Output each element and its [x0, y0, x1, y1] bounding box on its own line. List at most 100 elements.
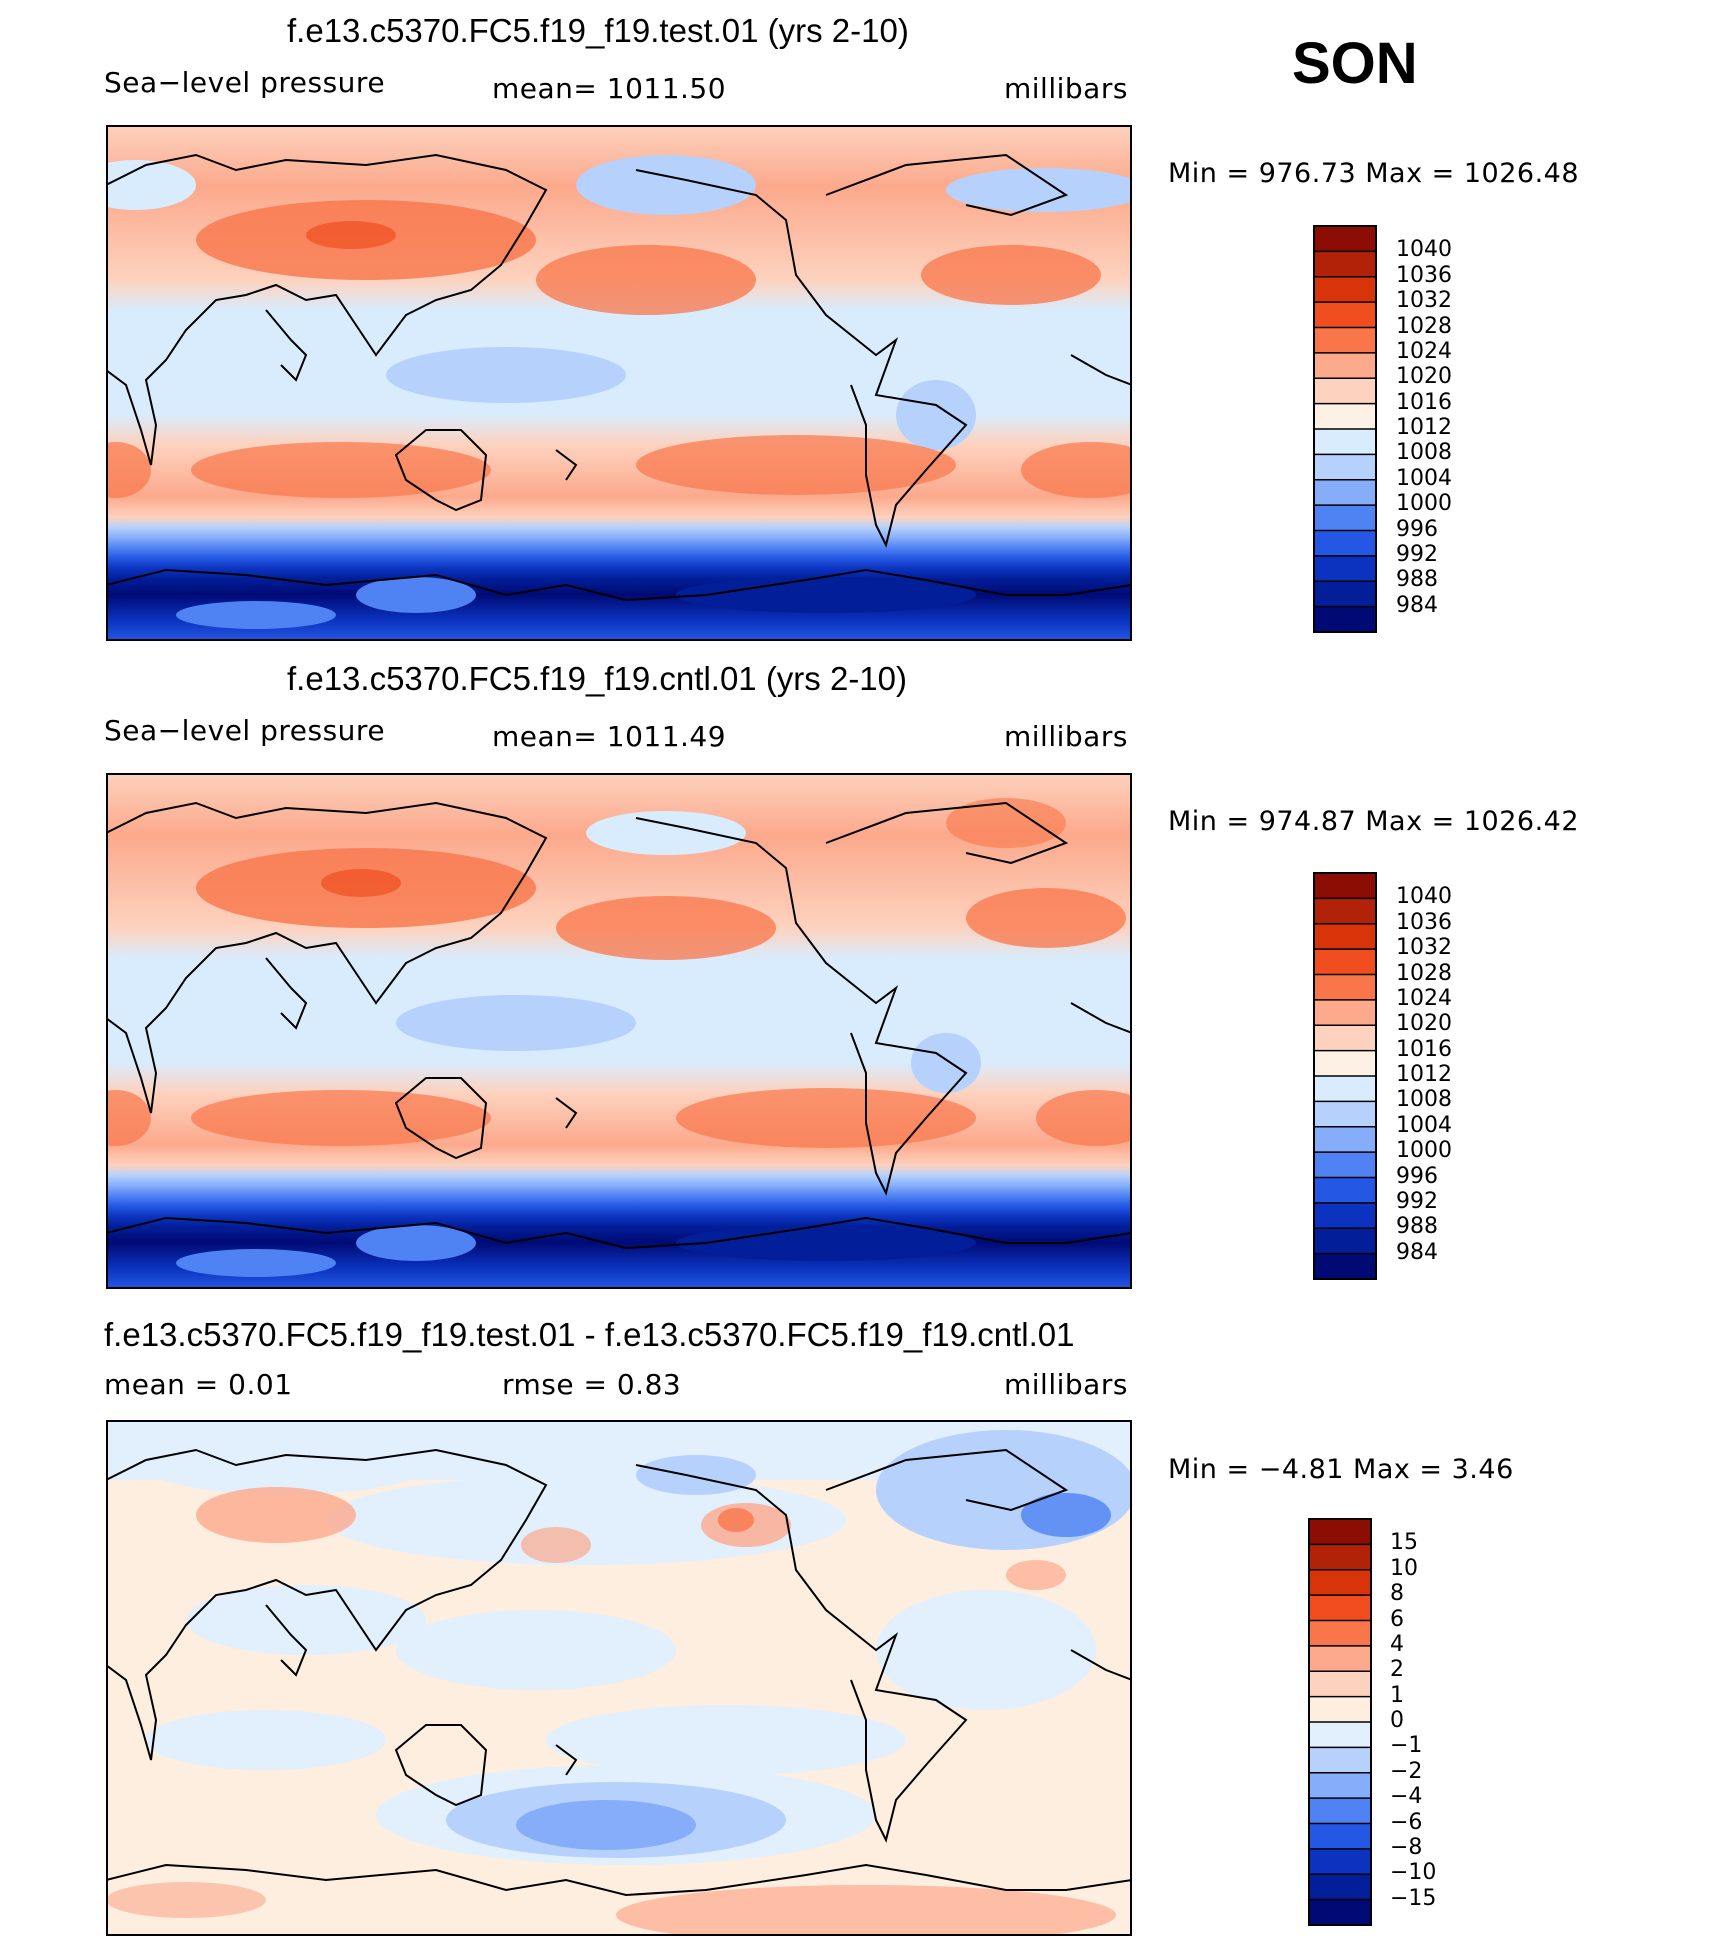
colorbar-swatch	[1314, 1126, 1376, 1153]
colorbar-swatch	[1314, 581, 1376, 608]
colorbar-swatch	[1309, 1747, 1371, 1774]
minmax-label: Min = 974.87 Max = 1026.42	[1168, 806, 1580, 837]
colorbar-swatch	[1309, 1620, 1371, 1647]
colorbar-tick-label: 15	[1390, 1530, 1418, 1556]
panel-title: f.e13.c5370.FC5.f19_f19.cntl.01 (yrs 2-1…	[287, 660, 908, 697]
colorbar-tick-label: 1020	[1396, 364, 1452, 390]
colorbar-tick-label: 1004	[1396, 1112, 1452, 1138]
colorbar-tick-label: 984	[1396, 592, 1438, 618]
minmax-label: Min = 976.73 Max = 1026.48	[1168, 158, 1580, 189]
units-label: millibars	[1004, 720, 1128, 753]
colorbar-tick-label: −1	[1390, 1733, 1423, 1759]
colorbar-tick-label: 1028	[1396, 313, 1452, 339]
colorbar-swatch	[1314, 276, 1376, 303]
colorbar-swatch	[1314, 999, 1376, 1026]
colorbar-tick-label: 1024	[1396, 985, 1452, 1011]
colorbar-tick-label: 992	[1396, 541, 1438, 567]
colorbar-tick-label: 1008	[1396, 1087, 1452, 1113]
mean-label: mean = 0.01	[104, 1368, 293, 1401]
colorbar-swatch	[1314, 606, 1376, 633]
colorbar-swatch	[1314, 352, 1376, 379]
colorbar-swatch	[1314, 1152, 1376, 1178]
colorbar-tick-label: 1040	[1396, 237, 1452, 263]
colorbar-tick-label: −2	[1390, 1758, 1423, 1784]
colorbar-swatch	[1314, 1202, 1376, 1229]
colorbar-tick-label: 10	[1390, 1555, 1418, 1581]
units-label: millibars	[1004, 1368, 1128, 1401]
colorbar-tick-label: 1004	[1396, 465, 1452, 491]
colorbar-swatch	[1314, 302, 1376, 328]
colorbar-tick-label: 1020	[1396, 1011, 1452, 1037]
colorbar-tick-label: −4	[1390, 1784, 1423, 1810]
colorbar-tick-label: −6	[1390, 1809, 1423, 1835]
colorbar-swatch	[1309, 1671, 1371, 1698]
field-label: Sea−level pressure	[104, 714, 386, 747]
colorbar-tick-label: −8	[1390, 1834, 1423, 1860]
field-label: Sea−level pressure	[104, 66, 386, 99]
colorbar-tick-label: 984	[1396, 1239, 1438, 1265]
colorbar-tick-label: 996	[1396, 516, 1438, 542]
mean-label: mean= 1011.49	[492, 720, 727, 753]
colorbar-swatch	[1309, 1696, 1371, 1723]
colorbar-swatch	[1314, 226, 1376, 252]
colorbar-tick-label: 1036	[1396, 262, 1452, 288]
colorbar-border	[1313, 872, 1377, 1280]
colorbar-tick-label: 1016	[1396, 1036, 1452, 1062]
colorbar-swatch	[1314, 974, 1376, 1001]
colorbar-swatch	[1314, 873, 1376, 899]
colorbar-swatch	[1309, 1874, 1371, 1901]
colorbar-tick-label: 996	[1396, 1163, 1438, 1189]
colorbar-tick-label: 988	[1396, 1214, 1438, 1240]
colorbar-tick-label: 1040	[1396, 884, 1452, 910]
colorbar-swatch	[1314, 1228, 1376, 1255]
colorbar-swatch	[1314, 1101, 1376, 1128]
colorbar-swatch	[1309, 1645, 1371, 1672]
colorbar-swatch	[1314, 505, 1376, 531]
colorbar-border	[1313, 225, 1377, 633]
colorbar-tick-label: 8	[1390, 1581, 1404, 1607]
colorbar-swatch	[1314, 479, 1376, 506]
colorbar-swatch	[1314, 378, 1376, 405]
colorbar-tick-label: 992	[1396, 1188, 1438, 1214]
rmse-label: rmse = 0.83	[502, 1368, 682, 1401]
colorbar-swatch	[1314, 1076, 1376, 1102]
colorbar-swatch	[1314, 555, 1376, 582]
colorbar-tick-label: 1	[1390, 1682, 1404, 1708]
colorbar-swatch	[1314, 1025, 1376, 1052]
colorbar-swatch	[1309, 1595, 1371, 1621]
colorbar-diff	[1308, 1518, 1372, 1926]
colorbar-tick-label: 1012	[1396, 415, 1452, 440]
colorbar-tick-label: 1000	[1396, 1138, 1452, 1164]
colorbar-tick-label: 1032	[1396, 288, 1452, 314]
colorbar-border	[1308, 1518, 1372, 1926]
colorbar-swatch	[1314, 923, 1376, 950]
colorbar-swatch	[1314, 1177, 1376, 1204]
mean-label: mean= 1011.50	[492, 72, 727, 105]
colorbar-tick-label: −10	[1390, 1860, 1437, 1886]
colorbar-swatch	[1314, 530, 1376, 557]
map-plot-cntl	[106, 773, 1132, 1289]
colorbar-swatch	[1309, 1722, 1371, 1748]
colorbar-swatch	[1309, 1544, 1371, 1571]
colorbar-test	[1313, 225, 1377, 633]
units-label: millibars	[1004, 72, 1128, 105]
season-label: SON	[1292, 31, 1418, 96]
colorbar-tick-label: 2	[1390, 1657, 1404, 1683]
colorbar-swatch	[1314, 898, 1376, 925]
colorbar-swatch	[1309, 1823, 1371, 1850]
colorbar-swatch	[1314, 403, 1376, 430]
colorbar-swatch	[1314, 1253, 1376, 1280]
minmax-label: Min = −4.81 Max = 3.46	[1168, 1454, 1514, 1485]
colorbar-tick-label: 4	[1390, 1631, 1404, 1657]
colorbar-swatch	[1309, 1848, 1371, 1875]
colorbar-swatch	[1309, 1798, 1371, 1824]
colorbar-swatch	[1314, 429, 1376, 455]
colorbar-tick-label: 1012	[1396, 1062, 1452, 1087]
colorbar-swatch	[1309, 1899, 1371, 1926]
colorbar-tick-label: 1032	[1396, 935, 1452, 961]
colorbar-tick-label: 1008	[1396, 440, 1452, 466]
panel-title: f.e13.c5370.FC5.f19_f19.test.01 - f.e13.…	[104, 1316, 1075, 1353]
colorbar-tick-label: 6	[1390, 1606, 1404, 1632]
colorbar-tick-label: 1000	[1396, 491, 1452, 517]
colorbar-swatch	[1314, 949, 1376, 975]
